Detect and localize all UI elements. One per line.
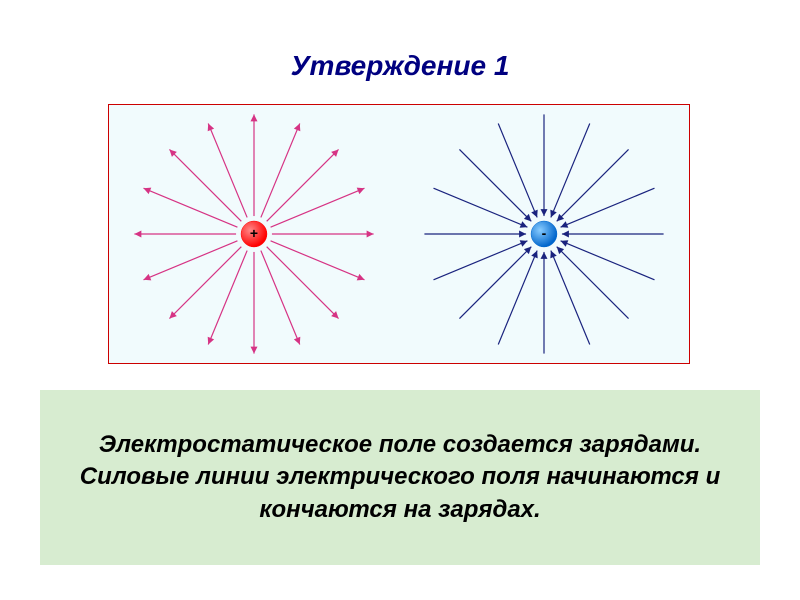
svg-text:-: - [542, 225, 547, 241]
statement-line-1: Электростатическое поле создается заряда… [99, 431, 701, 458]
positive-field-panel: + [109, 105, 399, 363]
statement-line-2: Силовые линии электрического поля начина… [80, 463, 720, 522]
positive-field-svg: + [109, 105, 399, 363]
slide: Утверждение 1 + - Электростатическое пол… [0, 0, 800, 600]
svg-text:+: + [250, 225, 258, 241]
field-diagram-box: + - [108, 104, 690, 364]
negative-field-panel: - [399, 105, 689, 363]
negative-field-svg: - [399, 105, 689, 363]
statement-text: Электростатическое поле создается заряда… [70, 429, 730, 526]
slide-title: Утверждение 1 [0, 50, 800, 82]
statement-box: Электростатическое поле создается заряда… [40, 390, 760, 565]
